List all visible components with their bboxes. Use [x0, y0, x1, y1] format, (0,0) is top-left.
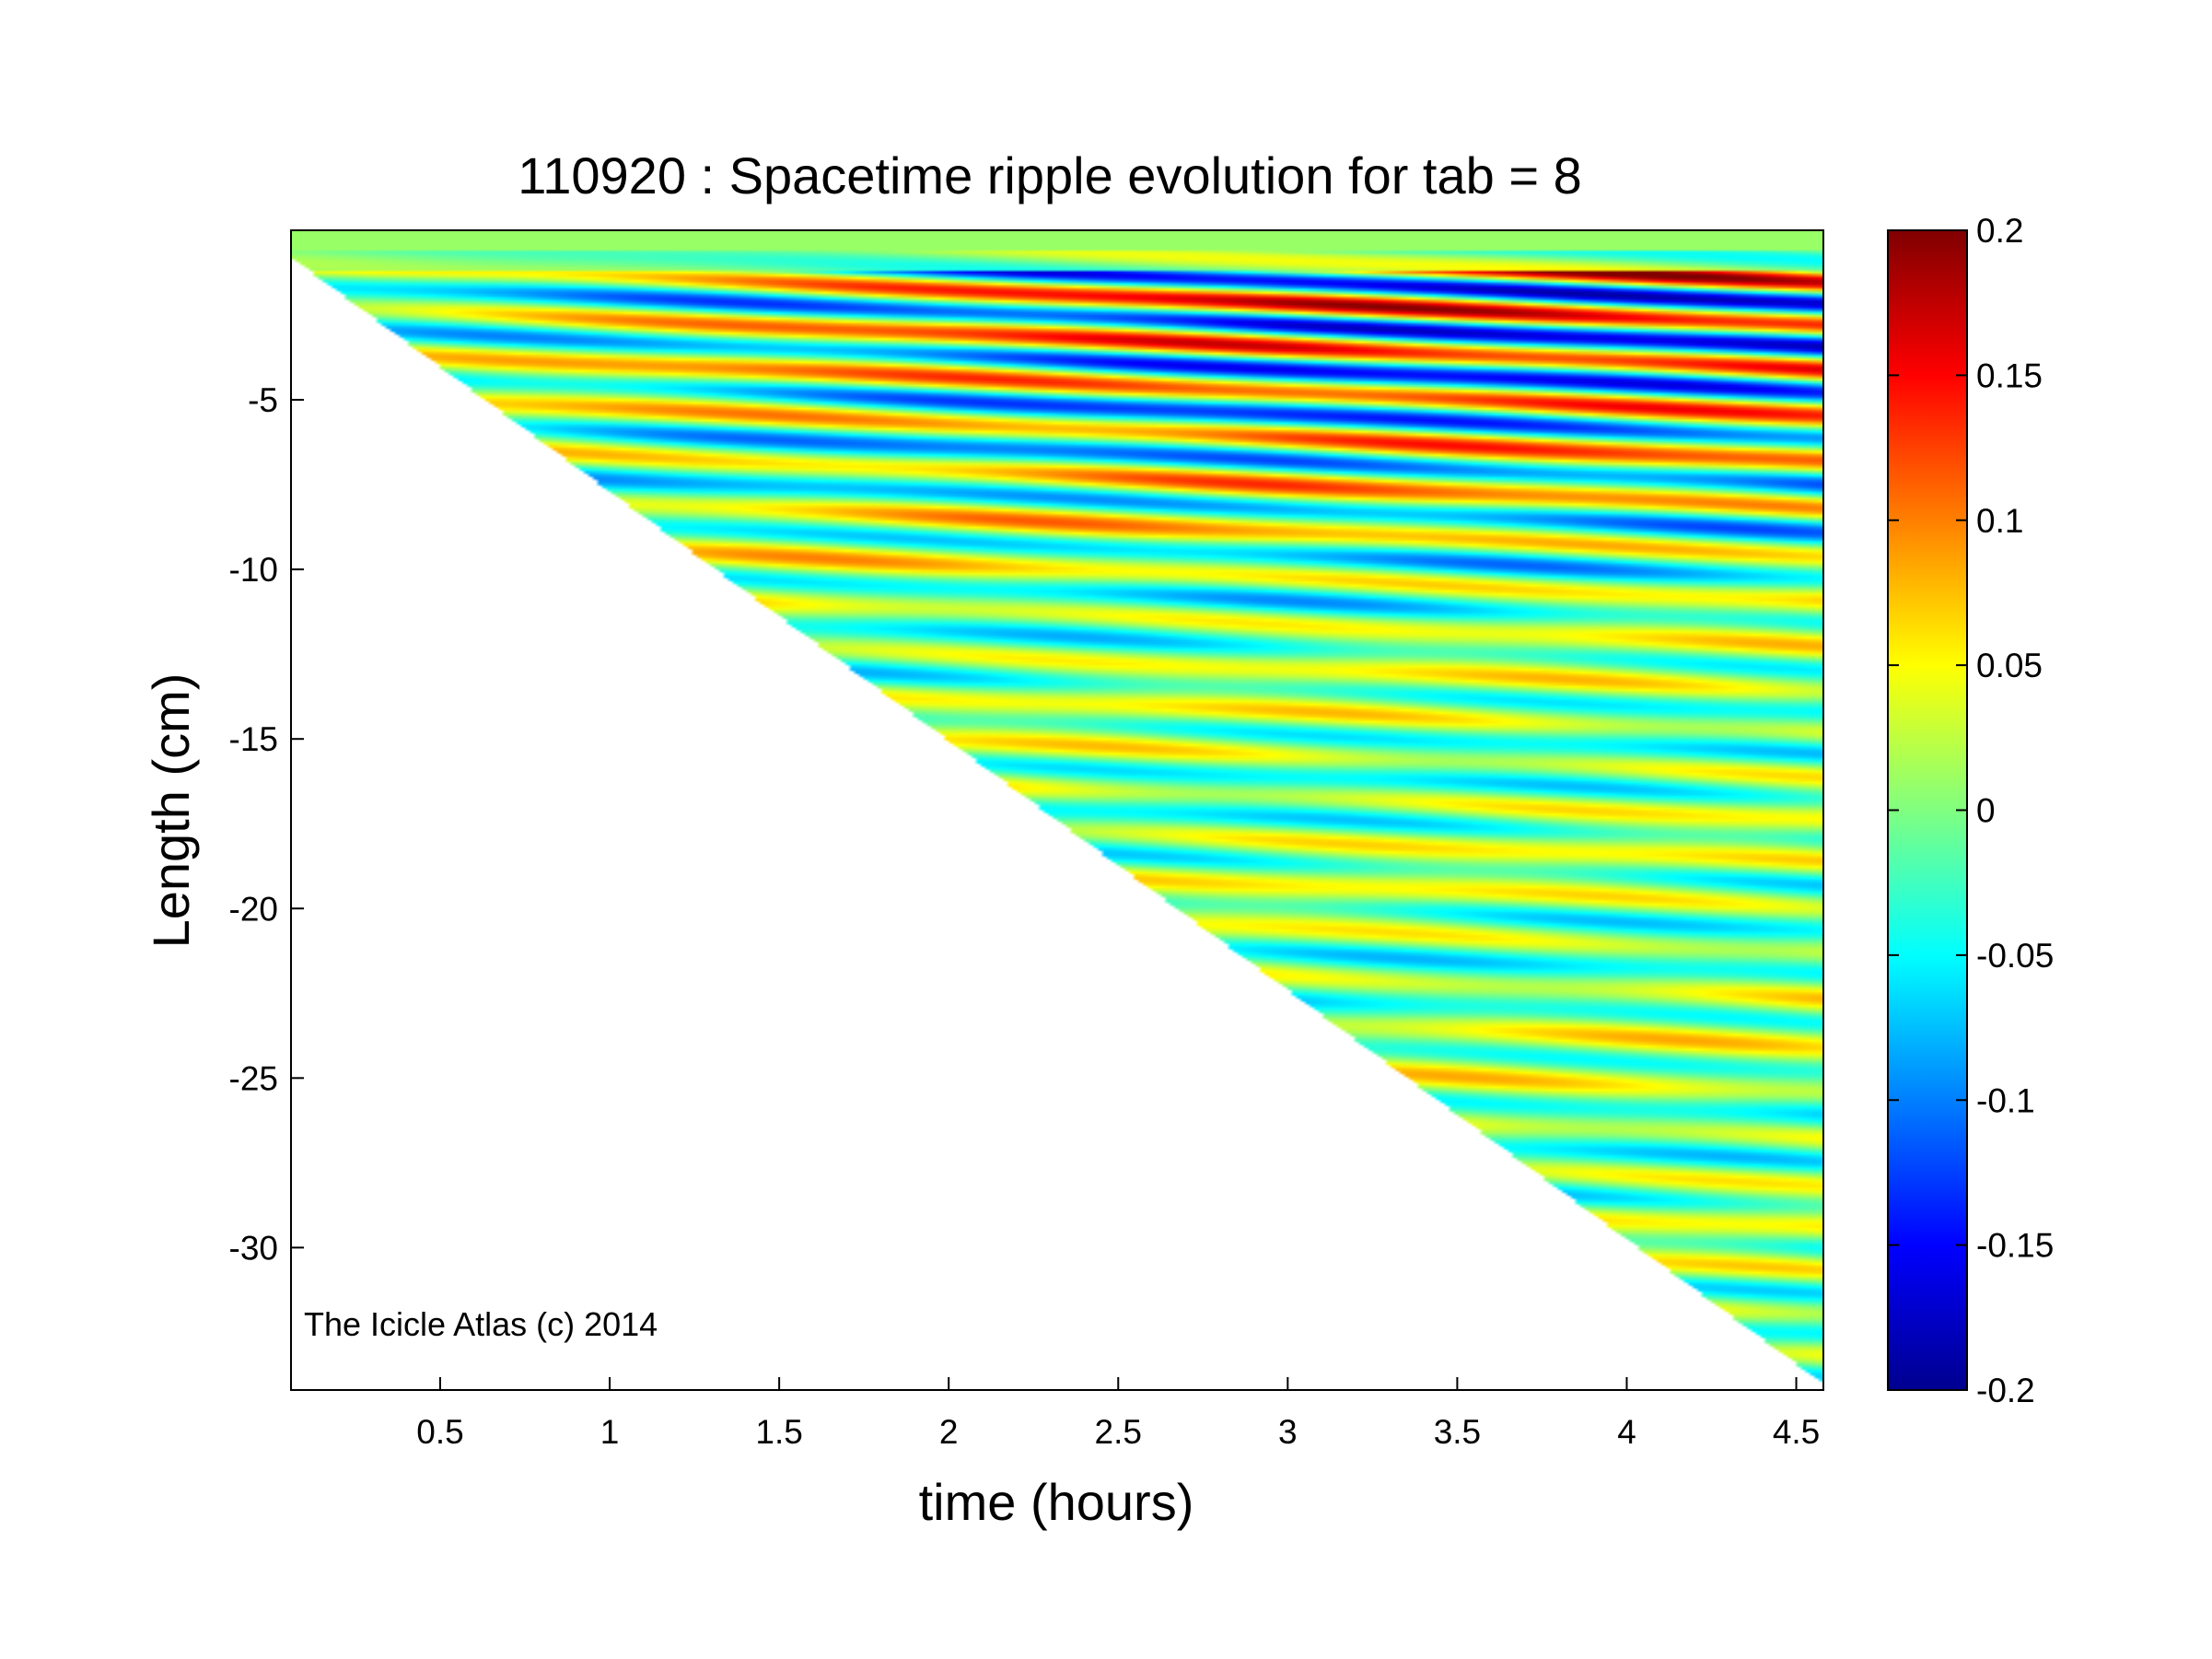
y-tick-label: -25	[229, 1059, 278, 1097]
x-tick-label: 4	[1617, 1413, 1636, 1451]
x-tick-label: 3	[1278, 1413, 1298, 1451]
colorbar-tick-label: 0.05	[1976, 647, 2043, 684]
colorbar-tick-label: -0.2	[1976, 1372, 2035, 1409]
y-tick-label: -30	[229, 1229, 278, 1267]
x-tick-label: 2.5	[1095, 1413, 1142, 1451]
chart-title: 110920 : Spacetime ripple evolution for …	[518, 146, 1582, 204]
y-axis-ticks: -5 -10 -15 -20 -25 -30	[229, 381, 304, 1267]
colorbar-tick-label: 0.2	[1976, 212, 2023, 250]
colorbar: 0.2 0.15 0.1 0.05 0 -0.05 -0.1 -0.15 -0.2	[1887, 212, 2054, 1409]
x-axis-label: time (hours)	[919, 1473, 1194, 1531]
y-tick-label: -10	[229, 551, 278, 589]
colorbar-tick-label: 0	[1976, 792, 1996, 830]
colorbar-tick-label: 0.15	[1976, 356, 2043, 394]
heatmap-image	[291, 230, 1823, 1390]
x-tick-label: 0.5	[416, 1413, 463, 1451]
y-tick-label: -20	[229, 890, 278, 928]
y-tick-label: -15	[229, 720, 278, 758]
colorbar-tick-label: 0.1	[1976, 502, 2023, 540]
colorbar-tick-label: -0.05	[1976, 937, 2054, 975]
x-tick-label: 4.5	[1773, 1413, 1820, 1451]
heatmap-plot	[291, 230, 1823, 1390]
copyright-annotation: The Icicle Atlas (c) 2014	[304, 1305, 658, 1343]
x-tick-label: 3.5	[1434, 1413, 1481, 1451]
colorbar-tick-label: -0.15	[1976, 1227, 2054, 1265]
colorbar-tick-label: -0.1	[1976, 1081, 2035, 1119]
x-axis-ticks: 0.5 1 1.5 2 2.5 3 3.5 4 4.5	[416, 1377, 1820, 1451]
y-tick-label: -5	[248, 381, 278, 419]
x-tick-label: 1.5	[755, 1413, 802, 1451]
colorbar-gradient	[1887, 229, 1968, 1391]
colorbar-ticks: 0.2 0.15 0.1 0.05 0 -0.05 -0.1 -0.15 -0.2	[1888, 212, 2054, 1409]
y-axis-label: Length (cm)	[142, 673, 200, 949]
x-tick-label: 2	[939, 1413, 959, 1451]
plot-frame	[290, 229, 1824, 1391]
x-tick-label: 1	[600, 1413, 620, 1451]
